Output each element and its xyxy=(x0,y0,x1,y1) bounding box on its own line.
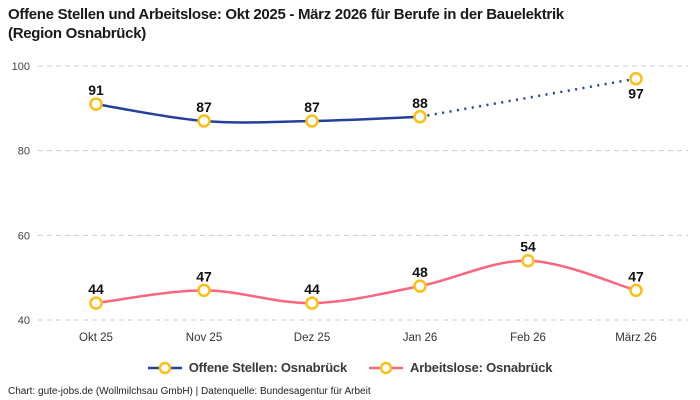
data-point-label: 48 xyxy=(412,264,428,280)
data-point-label: 47 xyxy=(628,268,644,284)
data-point-label: 91 xyxy=(88,82,104,98)
data-point-marker xyxy=(305,114,319,128)
series-0-line-dotted xyxy=(419,77,637,119)
x-tick-label: Feb 26 xyxy=(510,332,546,344)
data-point-label: 97 xyxy=(628,86,644,102)
legend-label: Arbeitslose: Osnabrück xyxy=(410,360,553,375)
y-tick-label: 80 xyxy=(18,146,30,158)
x-tick-label: Jan 26 xyxy=(403,332,438,344)
data-point-marker xyxy=(629,283,643,298)
data-point-marker xyxy=(629,71,643,86)
data-point-label: 44 xyxy=(88,281,104,297)
legend: Offene Stellen: Osnabrück Arbeitslose: Os… xyxy=(0,360,700,375)
x-tick-label: Okt 25 xyxy=(79,332,113,344)
chart-title: Offene Stellen und Arbeitslose: Okt 2025… xyxy=(8,6,564,42)
data-point-marker xyxy=(89,97,103,111)
data-point-label: 87 xyxy=(196,99,212,115)
data-point-label: 54 xyxy=(520,239,536,255)
data-point-marker xyxy=(89,296,103,310)
legend-label: Offene Stellen: Osnabrück xyxy=(188,360,347,375)
series-1-line-solid xyxy=(95,259,637,305)
y-tick-label: 60 xyxy=(18,230,30,242)
legend-item-series-1[interactable]: Arbeitslose: Osnabrück xyxy=(369,360,552,375)
series-0-line-solid xyxy=(95,102,421,124)
x-tick-label: Dez 25 xyxy=(294,332,330,344)
data-point-marker xyxy=(413,110,427,124)
legend-line-marker-icon xyxy=(369,361,403,374)
data-point-label: 47 xyxy=(196,268,212,284)
data-point-label: 87 xyxy=(304,99,320,115)
x-tick-label: Nov 25 xyxy=(186,332,222,344)
x-tick-label: März 26 xyxy=(615,332,657,344)
data-point-label: 44 xyxy=(304,281,320,297)
data-point-marker xyxy=(305,296,319,310)
data-point-marker xyxy=(521,253,535,268)
chart-credit: Chart: gute-jobs.de (Wollmilchsau GmbH) … xyxy=(8,386,371,397)
legend-item-series-0[interactable]: Offene Stellen: Osnabrück xyxy=(147,360,347,375)
data-point-marker xyxy=(197,283,211,298)
y-tick-label: 40 xyxy=(18,315,30,327)
data-point-marker xyxy=(413,279,427,293)
legend-line-marker-icon xyxy=(147,361,182,374)
y-tick-label: 100 xyxy=(12,61,30,73)
data-point-label: 88 xyxy=(412,95,428,111)
data-point-marker xyxy=(197,114,211,128)
